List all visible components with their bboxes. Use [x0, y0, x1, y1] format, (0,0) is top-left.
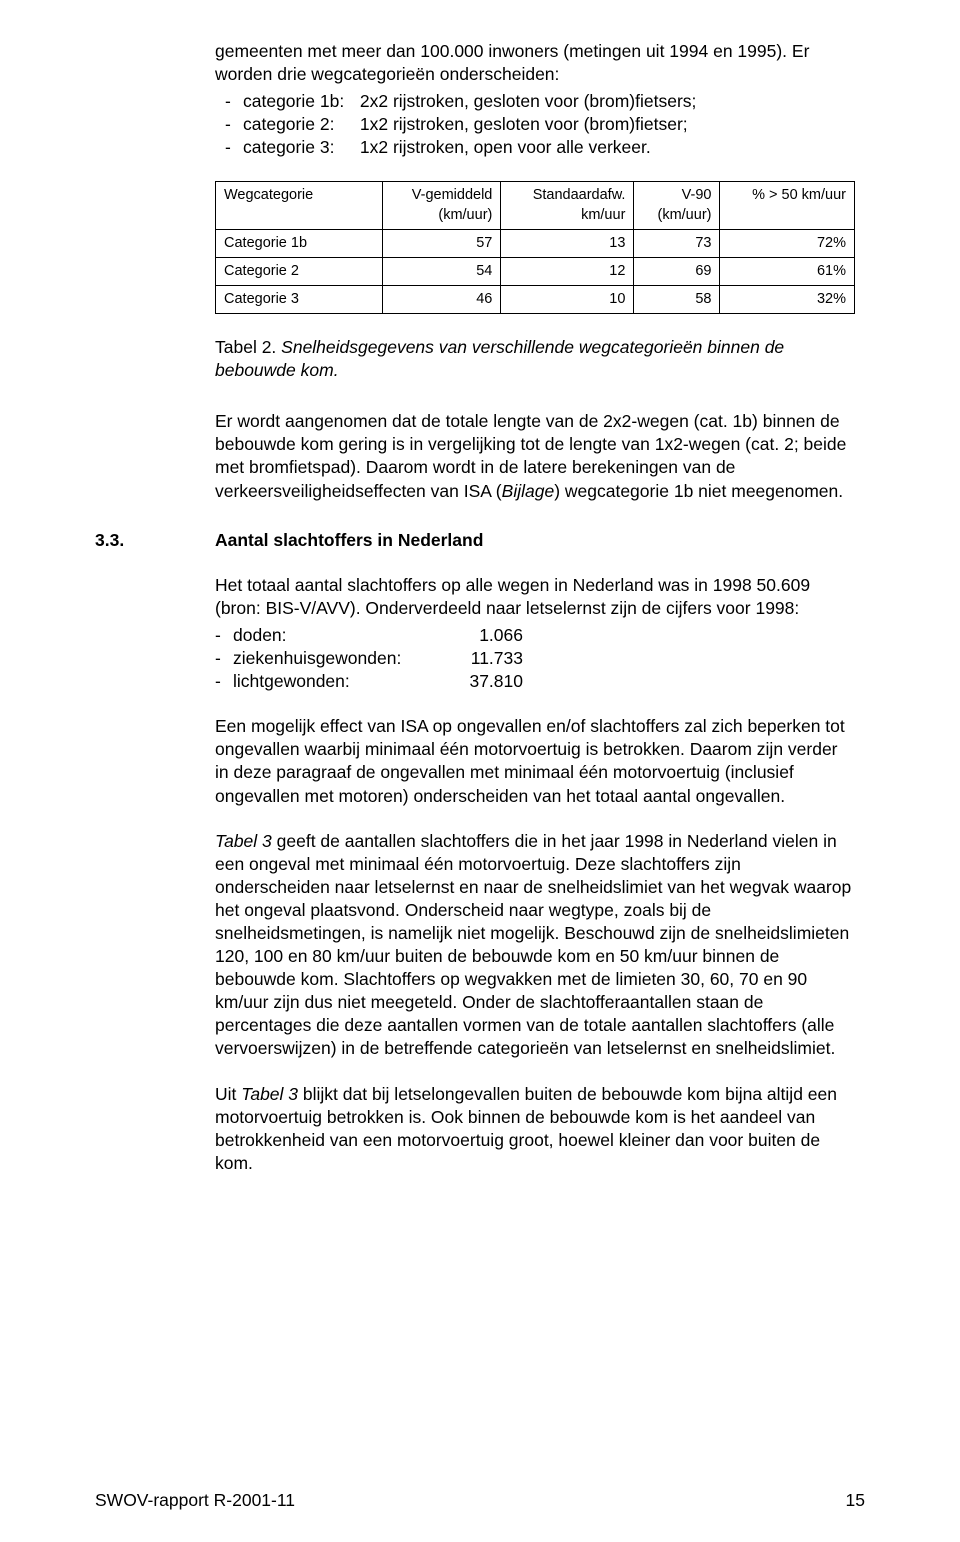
- table-cell: 13: [501, 229, 634, 257]
- para-3-3-b: Een mogelijk effect van ISA op ongevalle…: [215, 715, 855, 807]
- category-item: - categorie 3: 1x2 rijstroken, open voor…: [225, 136, 855, 159]
- dash-icon: -: [225, 90, 243, 113]
- dash-icon: -: [225, 113, 243, 136]
- category-list: - categorie 1b: 2x2 rijstroken, gesloten…: [215, 90, 855, 159]
- page-footer: SWOV-rapport R-2001-11 15: [95, 1489, 865, 1512]
- footer-report-id: SWOV-rapport R-2001-11: [95, 1489, 295, 1512]
- para-3-3-d: Uit Tabel 3 blijkt dat bij letselongeval…: [215, 1083, 855, 1175]
- assumption-paragraph: Er wordt aangenomen dat de totale lengte…: [215, 410, 855, 502]
- dash-icon: -: [215, 670, 233, 693]
- stats-label: doden:: [233, 624, 453, 647]
- table-cell: 72%: [720, 229, 855, 257]
- table-cell: 10: [501, 285, 634, 313]
- table-cell: 57: [383, 229, 501, 257]
- dash-icon: -: [215, 647, 233, 670]
- section-heading: 3.3. Aantal slachtoffers in Nederland: [95, 529, 865, 552]
- table-row: Categorie 3 46 10 58 32%: [216, 285, 855, 313]
- para-3-3-c: Tabel 3 geeft de aantallen slachtoffers …: [215, 830, 855, 1061]
- table-header: % > 50 km/uur: [720, 182, 855, 229]
- table-cell: Categorie 2: [216, 257, 383, 285]
- category-text: 1x2 rijstroken, open voor alle verkeer.: [360, 137, 651, 157]
- category-item: - categorie 2: 1x2 rijstroken, gesloten …: [225, 113, 855, 136]
- caption-text: Snelheidsgegevens van verschillende wegc…: [215, 337, 784, 380]
- table-cell: 12: [501, 257, 634, 285]
- table-cell: 58: [634, 285, 720, 313]
- table-2-caption: Tabel 2. Snelheidsgegevens van verschill…: [215, 336, 855, 382]
- table-cell: 61%: [720, 257, 855, 285]
- category-item: - categorie 1b: 2x2 rijstroken, gesloten…: [225, 90, 855, 113]
- stats-value: 11.733: [453, 647, 523, 670]
- table-cell: 46: [383, 285, 501, 313]
- stats-item: - doden: 1.066: [215, 624, 855, 647]
- category-label: categorie 2:: [243, 113, 355, 136]
- para-3-3-a: Het totaal aantal slachtoffers op alle w…: [215, 574, 855, 620]
- caption-label: Tabel 2.: [215, 337, 276, 357]
- stats-label: ziekenhuisgewonden:: [233, 647, 453, 670]
- table-cell: 73: [634, 229, 720, 257]
- section-number: 3.3.: [95, 529, 215, 552]
- stats-value: 37.810: [453, 670, 523, 693]
- table-cell: 54: [383, 257, 501, 285]
- intro-text: gemeenten met meer dan 100.000 inwoners …: [215, 41, 809, 84]
- intro-paragraph: gemeenten met meer dan 100.000 inwoners …: [215, 40, 855, 86]
- table-2: Wegcategorie V-gemiddeld (km/uur) Standa…: [215, 181, 855, 314]
- section-title: Aantal slachtoffers in Nederland: [215, 529, 483, 552]
- table-cell: 32%: [720, 285, 855, 313]
- stats-value: 1.066: [453, 624, 523, 647]
- footer-page-number: 15: [846, 1489, 865, 1512]
- dash-icon: -: [215, 624, 233, 647]
- stats-item: - ziekenhuisgewonden: 11.733: [215, 647, 855, 670]
- table-cell: Categorie 1b: [216, 229, 383, 257]
- table-cell: Categorie 3: [216, 285, 383, 313]
- stats-item: - lichtgewonden: 37.810: [215, 670, 855, 693]
- stats-list: - doden: 1.066 - ziekenhuisgewonden: 11.…: [215, 624, 855, 693]
- table-cell: 69: [634, 257, 720, 285]
- table-header: Standaardafw. km/uur: [501, 182, 634, 229]
- table-header: V-90 (km/uur): [634, 182, 720, 229]
- table-row: Categorie 1b 57 13 73 72%: [216, 229, 855, 257]
- table-header: Wegcategorie: [216, 182, 383, 229]
- category-label: categorie 3:: [243, 136, 355, 159]
- category-text: 1x2 rijstroken, gesloten voor (brom)fiet…: [360, 114, 688, 134]
- table-header: V-gemiddeld (km/uur): [383, 182, 501, 229]
- table-row: Categorie 2 54 12 69 61%: [216, 257, 855, 285]
- category-text: 2x2 rijstroken, gesloten voor (brom)fiet…: [360, 91, 697, 111]
- dash-icon: -: [225, 136, 243, 159]
- category-label: categorie 1b:: [243, 90, 355, 113]
- stats-label: lichtgewonden:: [233, 670, 453, 693]
